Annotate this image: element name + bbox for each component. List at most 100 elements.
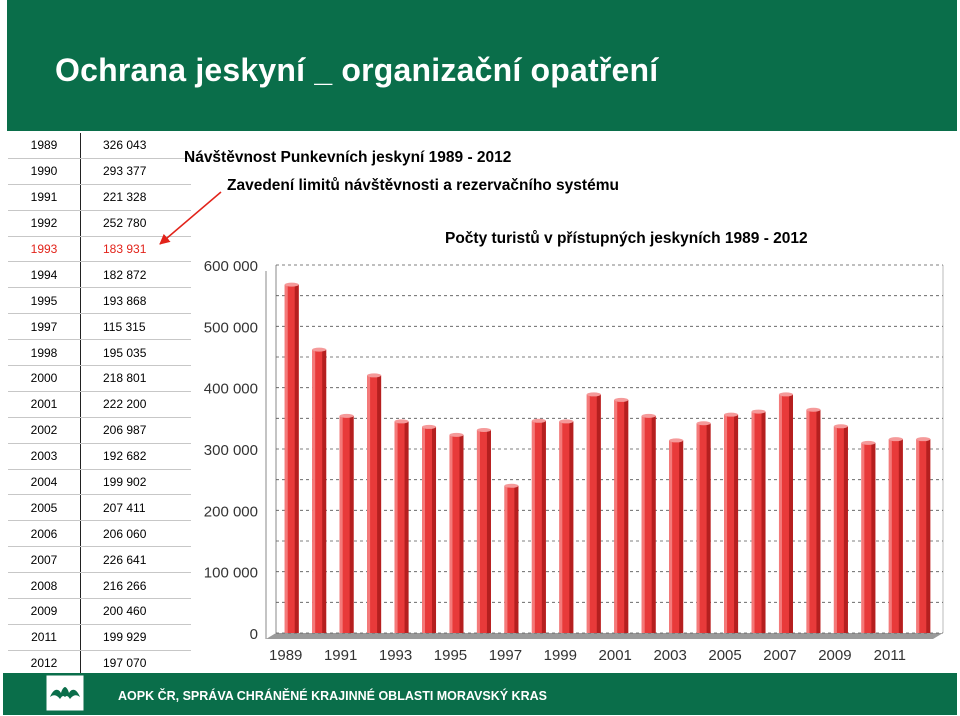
year-cell: 1990	[8, 158, 81, 185]
limits-note: Zavedení limitů návštěvnosti a rezervačn…	[227, 177, 619, 194]
bar-1997	[504, 483, 519, 633]
visitors-cell: 200 460	[80, 598, 191, 625]
table-row: 2002 206 987	[8, 417, 191, 444]
table-row: 1990 293 377	[8, 158, 191, 185]
bar-2009	[833, 424, 848, 633]
table-row: 1998 195 035	[8, 339, 191, 367]
table-row: 1994 182 872	[8, 261, 191, 289]
table-row: 2004 199 902	[8, 469, 191, 496]
bar-1995	[449, 432, 464, 633]
bar-2007	[778, 392, 793, 633]
year-cell: 1994	[8, 261, 81, 289]
bar-2005	[724, 412, 739, 633]
visitors-cell: 221 328	[80, 184, 191, 211]
bar-1998	[531, 418, 546, 633]
table-row: 1993 183 931	[8, 236, 191, 263]
visitor-table: 1989 326 043 1990 293 377 1991 221 328 1992 252…	[8, 133, 191, 677]
visitors-cell: 183 931	[80, 236, 191, 263]
visitors-cell: 199 929	[80, 624, 191, 651]
year-cell: 2001	[8, 391, 81, 418]
visitors-cell: 115 315	[80, 313, 191, 341]
bar-2004	[696, 421, 711, 633]
y-axis-ticks: 0 100 000 200 000 300 000 400 000 500 000 600 …	[204, 258, 258, 643]
table-row: 2001 222 200	[8, 391, 191, 418]
table-row: 2011 199 929	[8, 624, 191, 651]
bar-1996	[476, 427, 491, 633]
table-row: 1989 326 043	[8, 133, 191, 159]
y-tick-label: 200 000	[204, 503, 258, 520]
bar-1992	[367, 373, 382, 633]
bar-1989	[284, 282, 299, 633]
bar-2000	[586, 392, 601, 633]
bar-1991	[339, 413, 354, 633]
visitors-cell: 182 872	[80, 261, 191, 289]
x-tick-label: 1993	[379, 647, 412, 664]
y-tick-label: 400 000	[204, 381, 258, 398]
visitors-cell: 195 035	[80, 339, 191, 367]
visitor-heading: Návštěvnost Punkevních jeskyní 1989 - 20…	[184, 149, 512, 166]
visitors-cell: 226 641	[80, 546, 191, 574]
table-row: 2009 200 460	[8, 598, 191, 625]
y-tick-label: 300 000	[204, 442, 258, 459]
visitors-cell: 326 043	[80, 133, 191, 159]
year-cell: 1989	[8, 133, 81, 159]
x-axis-ticks: 1989 1991 1993 1995 1997 1999 2001 2003 2005 2007…	[269, 647, 906, 664]
year-cell: 2007	[8, 546, 81, 574]
year-cell: 1992	[8, 210, 81, 237]
table-row: 1991 221 328	[8, 184, 191, 211]
year-cell: 2008	[8, 572, 81, 600]
x-tick-label: 2009	[818, 647, 851, 664]
page-title: Ochrana jeskyní _ organizační opatření	[55, 52, 659, 88]
table-row: 2007 226 641	[8, 546, 191, 574]
visitors-cell: 218 801	[80, 365, 191, 392]
year-cell: 2005	[8, 494, 81, 522]
table-row: 2003 192 682	[8, 443, 191, 470]
y-tick-label: 100 000	[204, 565, 258, 582]
table-row: 2006 206 060	[8, 520, 191, 548]
bar-1990	[312, 347, 327, 633]
year-cell: 1995	[8, 287, 81, 315]
visitors-cell: 207 411	[80, 494, 191, 522]
chart-floor-plane	[266, 633, 943, 639]
year-cell: 2004	[8, 469, 81, 496]
chart-title: Počty turistů v přístupných jeskyních 19…	[445, 230, 808, 247]
y-tick-label: 600 000	[204, 258, 258, 275]
footer-text: AOPK ČR, SPRÁVA CHRÁNĚNÉ KRAJINNÉ OBLAST…	[118, 689, 547, 703]
table-row: 2008 216 266	[8, 572, 191, 600]
year-cell: 1991	[8, 184, 81, 211]
year-cell: 2002	[8, 417, 81, 444]
x-tick-label: 2007	[763, 647, 796, 664]
bat-logo	[45, 674, 85, 712]
x-tick-label: 2001	[599, 647, 632, 664]
table-row: 2005 207 411	[8, 494, 191, 522]
table-row: 1995 193 868	[8, 287, 191, 315]
bar-1994	[422, 424, 437, 633]
table-row: 1997 115 315	[8, 313, 191, 341]
visitors-cell: 192 682	[80, 443, 191, 470]
x-tick-label: 1997	[489, 647, 522, 664]
table-row: 1992 252 780	[8, 210, 191, 237]
year-cell: 2011	[8, 624, 81, 651]
year-cell: 1993	[8, 236, 81, 263]
y-tick-label: 0	[250, 626, 258, 643]
bar-1999	[559, 419, 574, 633]
bar-2003	[669, 438, 684, 633]
year-cell: 2012	[8, 650, 81, 677]
x-tick-label: 1989	[269, 647, 302, 664]
footer-bar	[3, 673, 957, 715]
visitors-cell: 222 200	[80, 391, 191, 418]
visitors-cell: 206 987	[80, 417, 191, 444]
y-tick-label: 500 000	[204, 319, 258, 336]
bar-2002	[641, 413, 656, 633]
x-tick-label: 1995	[434, 647, 467, 664]
bar-2010	[861, 440, 876, 633]
x-tick-label: 1999	[544, 647, 577, 664]
visitors-cell: 216 266	[80, 572, 191, 600]
year-cell: 2009	[8, 598, 81, 625]
x-tick-label: 2005	[708, 647, 741, 664]
bar-2001	[614, 397, 629, 633]
year-cell: 1997	[8, 313, 81, 341]
bar-2006	[751, 409, 766, 633]
year-cell: 1998	[8, 339, 81, 367]
